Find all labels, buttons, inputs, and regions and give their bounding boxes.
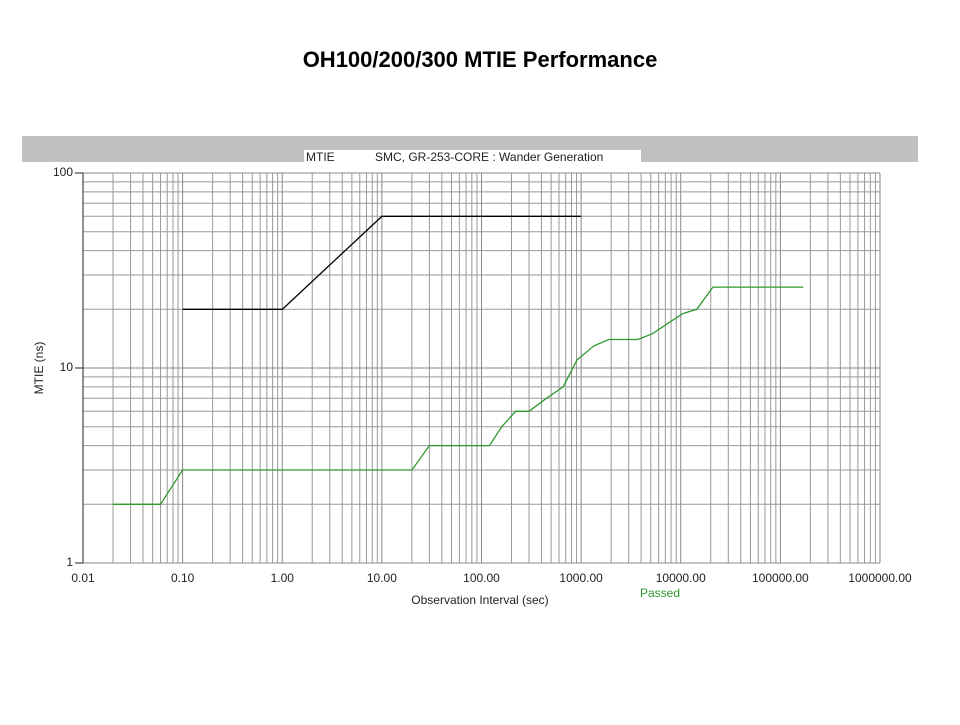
x-tick-label: 10000.00 xyxy=(656,571,706,585)
y-axis-label: MTIE (ns) xyxy=(32,342,46,395)
x-tick-label: 10.00 xyxy=(367,571,397,585)
header-box xyxy=(304,150,641,164)
y-tick-label: 100 xyxy=(53,165,73,179)
x-tick-label: 1000000.00 xyxy=(848,571,912,585)
x-tick-label: 100.00 xyxy=(463,571,500,585)
x-axis-label: Observation Interval (sec) xyxy=(411,593,548,607)
y-tick-label: 1 xyxy=(66,555,73,569)
chart-subtitle: SMC, GR-253-CORE : Wander Generation xyxy=(375,150,603,164)
series-line xyxy=(113,286,804,505)
legend-label: Passed xyxy=(640,586,680,600)
chart-title: OH100/200/300 MTIE Performance xyxy=(303,47,658,72)
x-tick-label: 0.01 xyxy=(71,571,95,585)
panel-label: MTIE xyxy=(306,150,335,164)
x-tick-label: 100000.00 xyxy=(752,571,809,585)
y-tick-label: 10 xyxy=(60,360,74,374)
x-tick-label: 0.10 xyxy=(171,571,195,585)
series-line xyxy=(182,215,582,310)
x-tick-label: 1000.00 xyxy=(559,571,603,585)
x-tick-label: 1.00 xyxy=(271,571,295,585)
